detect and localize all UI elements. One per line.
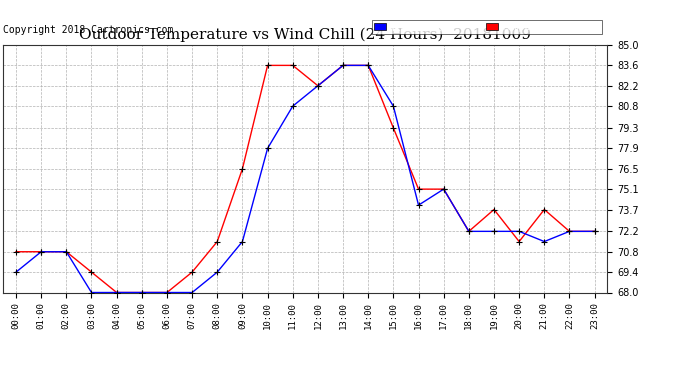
Text: Copyright 2018 Cartronics.com: Copyright 2018 Cartronics.com xyxy=(3,25,174,35)
Title: Outdoor Temperature vs Wind Chill (24 Hours)  20181009: Outdoor Temperature vs Wind Chill (24 Ho… xyxy=(79,28,531,42)
Legend: Wind Chill  (°F), Temperature  (°F): Wind Chill (°F), Temperature (°F) xyxy=(373,20,602,34)
